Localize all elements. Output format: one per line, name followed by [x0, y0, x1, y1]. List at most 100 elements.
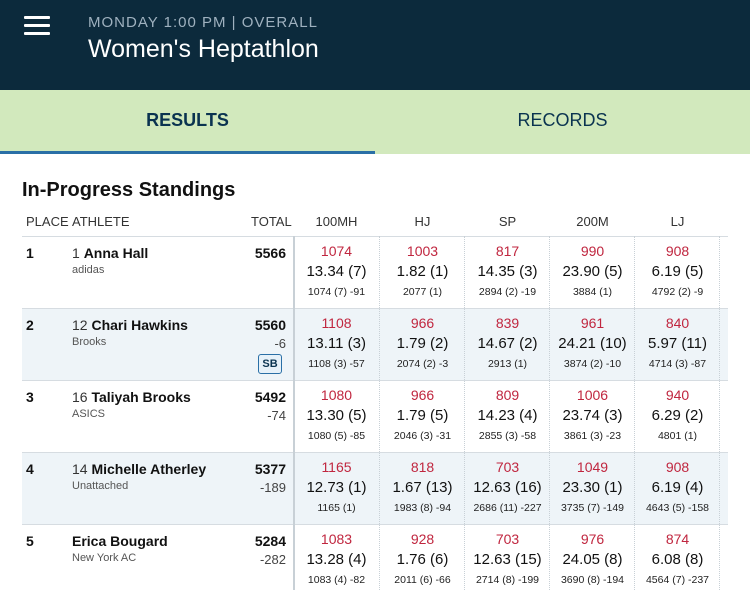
event-points: 966 — [410, 387, 435, 403]
standings-row[interactable]: 3 16 Taliyah Brooks ASICS 5492 -74 1080 1… — [22, 380, 728, 452]
event-points: 961 — [580, 315, 605, 331]
athlete-name-text: Taliyah Brooks — [91, 389, 191, 405]
event-points: 928 — [410, 531, 435, 547]
event-points: 940 — [665, 387, 690, 403]
event-mark: 1.79 (5) — [396, 407, 449, 424]
event-points: 703 — [495, 531, 520, 547]
event-cell-hj: 966 1.79 (2) 2074 (2) -3 — [380, 313, 465, 373]
cumulative-score: 2894 (2) -19 — [478, 286, 537, 298]
event-cell-sp: 809 14.23 (4) 2855 (3) -58 — [465, 385, 550, 445]
event-mark: 12.73 (1) — [306, 479, 367, 496]
event-cell-200m: 990 23.90 (5) 3884 (1) — [550, 241, 635, 301]
total-points: 5284 — [254, 533, 286, 549]
column-header-lj: LJ — [670, 214, 685, 229]
cumulative-score: 2913 (1) — [487, 358, 528, 370]
athlete-name[interactable]: 16 Taliyah Brooks — [72, 389, 191, 405]
event-cell-hj: 818 1.67 (13) 1983 (8) -94 — [380, 457, 465, 517]
event-subtitle: MONDAY 1:00 PM | OVERALL — [88, 14, 318, 31]
active-tab-indicator — [0, 151, 375, 154]
event-mark: 5.97 (11) — [648, 335, 707, 352]
athlete-name-text: Chari Hawkins — [91, 317, 188, 333]
athlete-name[interactable]: 12 Chari Hawkins — [72, 317, 188, 333]
event-mark: 14.67 (2) — [477, 335, 538, 352]
cumulative-score: 1083 (4) -82 — [307, 574, 366, 586]
column-separator — [719, 236, 720, 590]
cumulative-score: 2046 (3) -31 — [393, 430, 452, 442]
athlete-name[interactable]: Erica Bougard — [72, 533, 168, 549]
event-cell-hj: 966 1.79 (5) 2046 (3) -31 — [380, 385, 465, 445]
cumulative-score: 1074 (7) -91 — [307, 286, 366, 298]
column-separator — [464, 236, 465, 590]
event-cell-sp: 817 14.35 (3) 2894 (2) -19 — [465, 241, 550, 301]
cumulative-score: 2011 (6) -66 — [394, 574, 451, 586]
column-header-total: TOTAL — [251, 214, 292, 229]
cumulative-score: 3861 (3) -23 — [563, 430, 622, 442]
cumulative-score: 3884 (1) — [572, 286, 613, 298]
event-cell-lj: 908 6.19 (5) 4792 (2) -9 — [635, 241, 720, 301]
event-points: 966 — [410, 315, 435, 331]
athlete-name-text: Anna Hall — [83, 245, 149, 261]
cumulative-score: 1108 (3) -57 — [308, 358, 365, 370]
event-points: 1080 — [320, 387, 353, 403]
cumulative-score: 1080 (5) -85 — [307, 430, 366, 442]
event-cell-200m: 1049 23.30 (1) 3735 (7) -149 — [550, 457, 635, 517]
athlete-team: New York AC — [72, 552, 137, 564]
athlete-name[interactable]: 1 Anna Hall — [72, 245, 148, 261]
points-behind-leader: -74 — [267, 408, 286, 423]
cumulative-score: 1983 (8) -94 — [393, 502, 452, 514]
section-title: In-Progress Standings — [22, 179, 236, 201]
column-header-athlete: ATHLETE — [72, 214, 130, 229]
event-mark: 24.05 (8) — [562, 551, 623, 568]
event-points: 1006 — [576, 387, 609, 403]
event-mark: 1.67 (13) — [392, 479, 453, 496]
frozen-column-divider — [293, 236, 295, 590]
tab-records[interactable]: RECORDS — [517, 110, 608, 130]
total-points: 5492 — [254, 389, 286, 405]
standings-row[interactable]: 5 Erica Bougard New York AC 5284 -282 10… — [22, 524, 728, 590]
event-cell-200m: 961 24.21 (10) 3874 (2) -10 — [550, 313, 635, 373]
event-cell-100mh: 1074 13.34 (7) 1074 (7) -91 — [294, 241, 379, 301]
event-points: 839 — [495, 315, 520, 331]
points-behind-leader: -282 — [259, 552, 286, 567]
event-cell-sp: 839 14.67 (2) 2913 (1) — [465, 313, 550, 373]
event-points: 874 — [665, 531, 690, 547]
standings-row[interactable]: 4 14 Michelle Atherley Unattached 5377 -… — [22, 452, 728, 524]
event-cell-hj: 1003 1.82 (1) 2077 (1) — [380, 241, 465, 301]
event-mark: 13.30 (5) — [306, 407, 367, 424]
event-cell-200m: 976 24.05 (8) 3690 (8) -194 — [550, 529, 635, 589]
standings-row[interactable]: 1 1 Anna Hall adidas 5566 1074 13.34 (7) 1… — [22, 236, 728, 308]
event-mark: 13.34 (7) — [306, 263, 367, 280]
athlete-team: Unattached — [72, 480, 129, 492]
cumulative-score: 2714 (8) -199 — [475, 574, 540, 586]
event-points: 1083 — [320, 531, 353, 547]
event-mark: 13.11 (3) — [307, 335, 366, 352]
event-cell-sp: 703 12.63 (16) 2686 (11) -227 — [465, 457, 550, 517]
bib-number: 12 — [72, 317, 88, 333]
points-behind-leader: -189 — [259, 480, 286, 495]
event-mark: 1.76 (6) — [396, 551, 449, 568]
athlete-name[interactable]: 14 Michelle Atherley — [72, 461, 206, 477]
cumulative-score: 4801 (1) — [657, 430, 698, 442]
cumulative-score: 3874 (2) -10 — [563, 358, 622, 370]
event-mark: 23.90 (5) — [562, 263, 623, 280]
cumulative-score: 4792 (2) -9 — [651, 286, 704, 298]
standings-row[interactable]: 2 12 Chari Hawkins Brooks 5560 -6 SB 110… — [22, 308, 728, 380]
athlete-team: adidas — [72, 264, 105, 276]
event-mark: 6.08 (8) — [651, 551, 704, 568]
cumulative-score: 2855 (3) -58 — [478, 430, 537, 442]
event-cell-lj: 940 6.29 (2) 4801 (1) — [635, 385, 720, 445]
athlete-team: Brooks — [72, 336, 107, 348]
event-mark: 14.35 (3) — [477, 263, 538, 280]
cumulative-score: 4714 (3) -87 — [648, 358, 707, 370]
event-points: 990 — [580, 243, 605, 259]
event-mark: 14.23 (4) — [477, 407, 538, 424]
place-number: 1 — [26, 245, 34, 261]
hamburger-menu-icon[interactable] — [24, 16, 50, 36]
tab-results[interactable]: RESULTS — [146, 110, 229, 130]
bib-number: 14 — [72, 461, 88, 477]
event-points: 1165 — [321, 459, 352, 475]
athlete-team: ASICS — [72, 408, 106, 420]
event-points: 809 — [495, 387, 520, 403]
column-separator — [379, 236, 380, 590]
place-number: 2 — [26, 317, 34, 333]
